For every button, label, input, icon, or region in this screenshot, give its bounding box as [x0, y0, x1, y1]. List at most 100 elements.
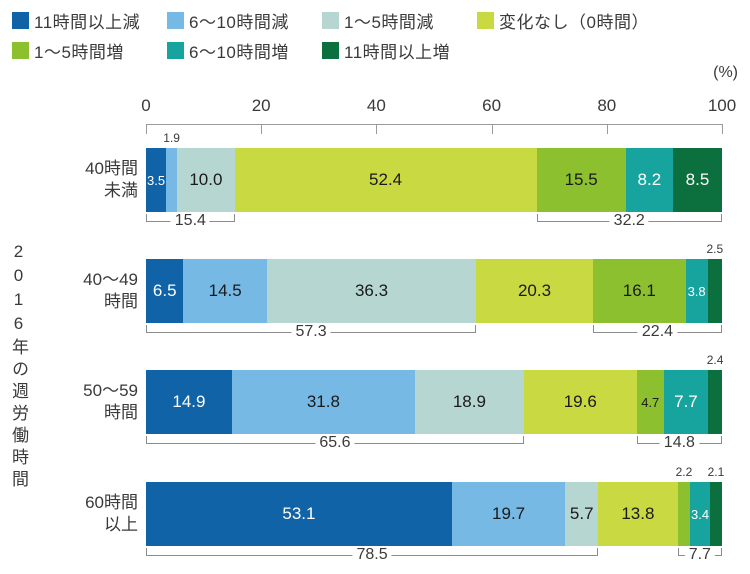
- legend-item: 11時間以上減: [12, 8, 167, 33]
- legend-item: 変化なし（0時間）: [477, 8, 649, 33]
- category-label: 50〜59 時間: [0, 380, 138, 424]
- x-axis-tick-mark: [606, 124, 608, 134]
- legend-row: 11時間以上減 6〜10時間減 1〜5時間減 変化なし（0時間）: [12, 5, 649, 35]
- legend-swatch-icon: [167, 11, 184, 29]
- group-bracket-label: 22.4: [637, 323, 678, 341]
- x-axis-tick-mark: [146, 124, 147, 134]
- segment-value-label: 14.5: [208, 281, 242, 300]
- bar-segment: 10.0: [177, 148, 235, 212]
- bar-segment: 8.5: [672, 148, 722, 212]
- group-bracket-label: 15.4: [170, 212, 210, 230]
- bar-segment: 3.5: [146, 148, 167, 212]
- segment-value-label: 6.5: [152, 281, 177, 300]
- x-axis-tick-label: 20: [251, 96, 271, 115]
- segment-value-label: 5.7: [569, 504, 594, 523]
- bar-segment: 5.7: [565, 482, 599, 546]
- segment-value-label: 14.9: [172, 392, 206, 411]
- segment-value-label: 16.1: [622, 281, 656, 300]
- x-axis-tick-mark: [376, 124, 378, 134]
- bar-segment: 3.4: [690, 482, 710, 546]
- segment-value-label-above: 2.2: [675, 465, 693, 479]
- segment-value-label: 53.1: [282, 504, 316, 523]
- x-axis-tick-label: 100: [707, 96, 737, 115]
- segment-value-label: 8.2: [637, 170, 662, 189]
- x-axis-line: [146, 124, 723, 125]
- group-bracket: 7.7: [677, 546, 722, 564]
- segment-value-label: 4.7: [641, 394, 660, 410]
- bar-segment: 6.5: [146, 259, 184, 323]
- x-axis-tick-mark: [722, 124, 723, 134]
- group-bracket: 14.8: [636, 434, 722, 452]
- segment-value-label: 19.6: [563, 392, 597, 411]
- percent-unit-label: (%): [713, 64, 738, 81]
- group-bracket: 57.3: [146, 323, 477, 341]
- legend-swatch-icon: [322, 41, 339, 59]
- x-axis-tick-label: 0: [141, 96, 151, 115]
- bar-segment: 13.8: [598, 482, 678, 546]
- chart-row: 50〜59 時間 2.4 14.9 31.8 18.9 19.6 4.7 7.7 65.6 14.8: [0, 353, 750, 452]
- bar-segment: 19.6: [523, 370, 637, 434]
- bar-segment: 36.3: [266, 259, 477, 323]
- x-axis-tick-label: 40: [366, 96, 386, 115]
- segment-value-label: 3.4: [691, 506, 710, 522]
- legend-label: 11時間以上増: [344, 42, 451, 62]
- segment-value-label: 3.8: [687, 283, 706, 299]
- x-axis-tick-mark: [261, 124, 263, 134]
- bar-segment: 3.8: [685, 259, 708, 323]
- bar-segment: 18.9: [414, 370, 524, 434]
- stacked-bar: 6.5 14.5 36.3 20.3 16.1 3.8: [146, 259, 722, 323]
- group-bracket: 32.2: [536, 212, 722, 230]
- category-label-line: 40〜49: [83, 270, 138, 289]
- bar-segment: 16.1: [592, 259, 686, 323]
- segment-value-label: 8.5: [685, 170, 710, 189]
- group-bracket: 22.4: [592, 323, 722, 341]
- legend-label: 6〜10時間増: [189, 42, 289, 62]
- category-label-line: 60時間: [85, 493, 138, 512]
- segment-value-label: 10.0: [189, 170, 223, 189]
- segment-value-label: 15.5: [564, 170, 598, 189]
- legend-swatch-icon: [477, 11, 494, 29]
- legend-label: 1〜5時間増: [34, 42, 124, 62]
- legend: 11時間以上減 6〜10時間減 1〜5時間減 変化なし（0時間） 1〜5時間増 6〜10時…: [12, 5, 649, 65]
- group-bracket-label: 78.5: [352, 546, 392, 564]
- group-bracket: 65.6: [146, 434, 524, 452]
- legend-label: 6〜10時間減: [189, 12, 289, 32]
- bar-segment: [708, 370, 722, 434]
- bar-segment: 7.7: [663, 370, 709, 434]
- segment-value-label: 36.3: [354, 281, 389, 300]
- bar-segment: 8.2: [625, 148, 673, 212]
- legend-label: 11時間以上減: [34, 12, 141, 32]
- category-label-line: 未満: [104, 181, 138, 200]
- bar-segment: [709, 482, 722, 546]
- segment-value-label: 19.7: [492, 504, 526, 523]
- bar-segment: 4.7: [636, 370, 664, 434]
- group-bracket-label: 7.7: [684, 546, 715, 564]
- chart-row: 40時間 未満 1.9 3.5 10.0 52.4 15.5 8.2 8.5 15.4 32.2: [0, 131, 750, 230]
- segment-value-label: 20.3: [517, 281, 552, 300]
- stacked-bar: 14.9 31.8 18.9 19.6 4.7 7.7: [146, 370, 722, 434]
- bar-segment: 19.7: [451, 482, 566, 546]
- legend-item: 6〜10時間増: [167, 38, 322, 63]
- bar-segment: [707, 259, 722, 323]
- legend-swatch-icon: [12, 41, 29, 59]
- legend-item: 1〜5時間減: [322, 8, 477, 33]
- bar-segment: [166, 148, 178, 212]
- legend-item: 1〜5時間増: [12, 38, 167, 63]
- category-label: 40〜49 時間: [0, 269, 138, 313]
- segment-value-label-above: 2.1: [707, 465, 725, 479]
- stacked-bar: 53.1 19.7 5.7 13.8 3.4: [146, 482, 722, 546]
- segment-value-label-above: 2.5: [706, 242, 724, 256]
- bar-segment: 52.4: [234, 148, 537, 212]
- category-label-line: 40時間: [85, 159, 138, 178]
- legend-swatch-icon: [322, 11, 339, 29]
- chart-row: 40〜49 時間 2.5 6.5 14.5 36.3 20.3 16.1 3.8 57.3 22.4: [0, 242, 750, 341]
- group-bracket-label: 14.8: [659, 434, 699, 452]
- y-axis-title: 2016年の週労働時間: [9, 242, 28, 492]
- x-axis-tick-mark: [491, 124, 493, 134]
- legend-swatch-icon: [167, 41, 184, 59]
- group-bracket: 78.5: [146, 546, 599, 564]
- category-label-line: 50〜59: [83, 381, 138, 400]
- bar-segment: [677, 482, 691, 546]
- bar-segment: 53.1: [146, 482, 452, 546]
